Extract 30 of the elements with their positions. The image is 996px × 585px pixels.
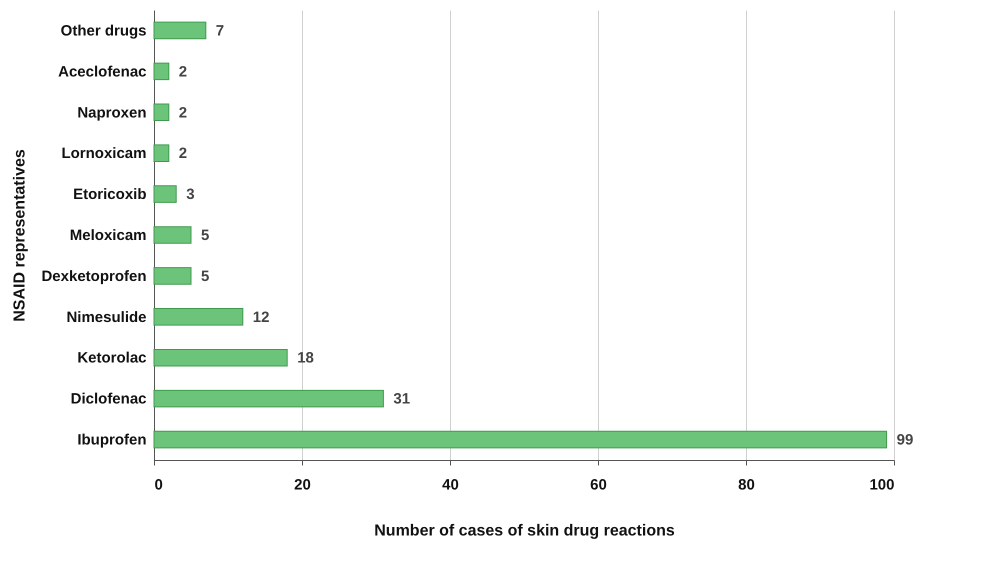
data-label: 12 bbox=[252, 308, 270, 326]
y-tick-label: Diclofenac bbox=[70, 390, 146, 408]
y-tick-label: Lornoxicam bbox=[61, 145, 146, 162]
y-tick-label: Etoricoxib bbox=[73, 186, 146, 204]
y-tick-label: Nimesulide bbox=[66, 308, 146, 326]
y-axis-title: NSAID representatives bbox=[11, 149, 28, 322]
data-label: 2 bbox=[178, 63, 188, 80]
y-tick-label: Meloxicam bbox=[70, 227, 146, 244]
data-label: 5 bbox=[201, 227, 210, 244]
x-tick-label: 0 bbox=[154, 476, 163, 494]
x-tick-label: 40 bbox=[442, 476, 459, 494]
x-tick-label: 100 bbox=[869, 476, 894, 494]
data-label: 2 bbox=[178, 145, 188, 162]
y-tick-label: Other drugs bbox=[60, 22, 146, 40]
x-tick-label: 20 bbox=[294, 476, 311, 494]
data-label: 3 bbox=[186, 186, 195, 204]
y-tick-label: Aceclofenac bbox=[58, 63, 146, 80]
data-label: 99 bbox=[896, 432, 914, 449]
data-label: 5 bbox=[201, 268, 210, 285]
x-axis-title: Number of cases of skin drug reactions bbox=[374, 522, 675, 540]
x-tick-label: 80 bbox=[738, 476, 755, 494]
data-label: 7 bbox=[216, 22, 224, 40]
x-tick-label: 60 bbox=[590, 476, 607, 494]
y-tick-label: Dexketoprofen bbox=[41, 268, 146, 285]
y-tick-label: Ketorolac bbox=[77, 350, 146, 367]
data-label: 18 bbox=[297, 350, 314, 367]
data-label: 2 bbox=[178, 104, 188, 122]
y-tick-label: Ibuprofen bbox=[77, 432, 146, 449]
data-label: 31 bbox=[393, 390, 410, 408]
y-tick-label: Naproxen bbox=[77, 104, 146, 122]
